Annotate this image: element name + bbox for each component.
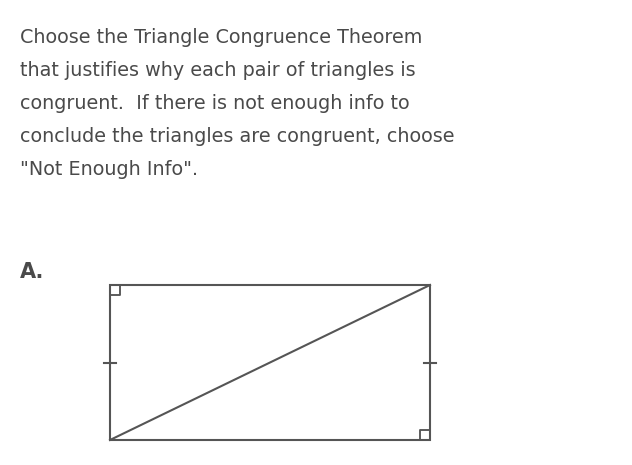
Text: A.: A. — [20, 262, 44, 282]
Bar — [110, 285, 430, 440]
Text: Choose the Triangle Congruence Theorem: Choose the Triangle Congruence Theorem — [20, 28, 422, 47]
Text: congruent.  If there is not enough info to: congruent. If there is not enough info t… — [20, 94, 410, 113]
Text: conclude the triangles are congruent, choose: conclude the triangles are congruent, ch… — [20, 127, 454, 146]
Text: that justifies why each pair of triangles is: that justifies why each pair of triangle… — [20, 61, 416, 80]
Text: "Not Enough Info".: "Not Enough Info". — [20, 160, 198, 179]
